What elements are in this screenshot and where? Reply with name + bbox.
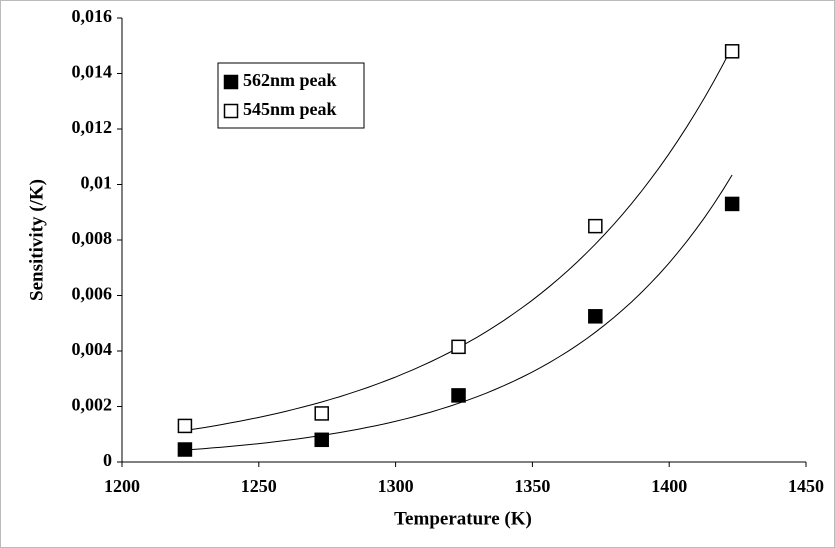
data-point (724, 44, 740, 59)
y-axis-label: Sensitivity (/K) (26, 179, 47, 301)
x-tick-label: 1400 (651, 476, 687, 496)
legend-marker (223, 74, 239, 90)
data-point (314, 406, 329, 421)
x-tick-label: 1250 (241, 476, 277, 496)
y-tick-label: 0,014 (72, 62, 113, 82)
data-point (314, 432, 329, 448)
y-tick-label: 0,008 (72, 228, 113, 248)
legend-label: 562nm peak (243, 70, 337, 90)
data-point (451, 339, 466, 355)
data-point (588, 218, 603, 234)
y-tick-label: 0,01 (81, 173, 113, 193)
x-tick-label: 1300 (378, 476, 414, 496)
legend-marker (223, 103, 239, 119)
x-tick-label: 1200 (104, 476, 140, 496)
data-point (451, 388, 466, 403)
y-tick-label: 0 (103, 450, 112, 470)
y-tick-label: 0,016 (72, 6, 113, 26)
data-point (588, 309, 603, 324)
y-tick-label: 0,012 (72, 117, 113, 137)
legend-label: 545nm peak (243, 99, 337, 119)
y-tick-label: 0,004 (72, 339, 113, 359)
data-point (724, 196, 740, 212)
legend (217, 62, 365, 129)
data-point (177, 418, 193, 434)
x-axis-label: Temperature (K) (394, 508, 532, 529)
y-tick-label: 0,006 (72, 284, 113, 304)
x-tick-label: 1350 (514, 476, 550, 496)
trendline (184, 174, 733, 451)
data-point (177, 442, 193, 457)
y-tick-label: 0,002 (72, 395, 113, 415)
x-tick-label: 1450 (788, 476, 824, 496)
